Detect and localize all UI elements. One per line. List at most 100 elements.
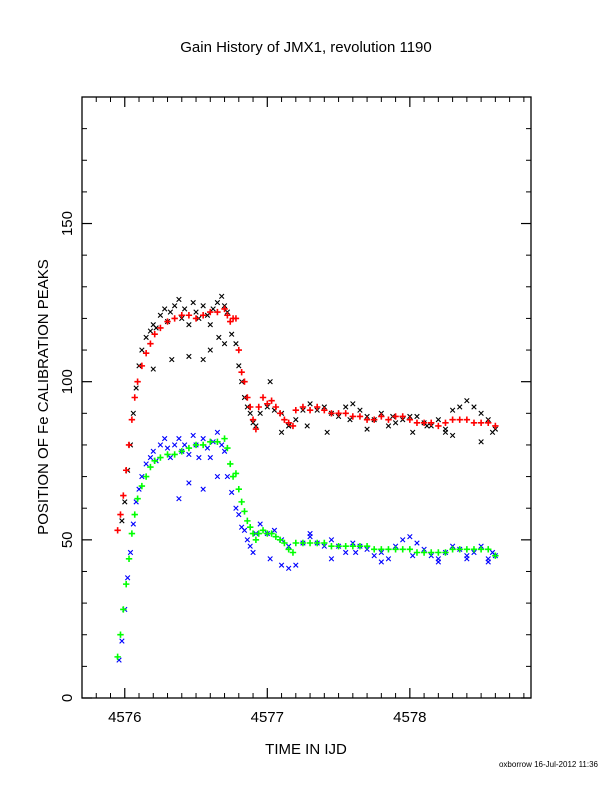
data-point	[456, 546, 463, 553]
data-point	[244, 394, 251, 401]
data-point	[186, 353, 192, 360]
data-point	[122, 467, 130, 474]
data-point	[196, 454, 202, 461]
data-point	[200, 435, 206, 442]
chart-title: Gain History of JMX1, revolution 1190	[180, 39, 432, 56]
data-point	[221, 435, 228, 442]
data-point	[307, 530, 313, 537]
data-point	[151, 457, 158, 464]
series-2	[114, 305, 499, 534]
data-point	[299, 539, 307, 547]
data-point	[420, 419, 428, 427]
data-point	[227, 460, 234, 468]
data-point	[252, 425, 260, 433]
data-point	[114, 653, 121, 661]
data-point	[378, 413, 385, 420]
data-point	[142, 473, 150, 480]
data-point	[216, 334, 222, 341]
data-point	[272, 533, 280, 540]
data-point	[228, 489, 235, 496]
data-point	[117, 631, 124, 638]
data-point	[161, 435, 168, 442]
data-point	[272, 403, 280, 411]
data-point	[207, 308, 214, 316]
x-tick-label: 4578	[393, 709, 426, 726]
data-point	[428, 419, 435, 427]
data-point	[449, 546, 456, 553]
data-point	[385, 556, 392, 562]
data-point	[185, 312, 193, 319]
data-point	[157, 312, 164, 318]
data-point	[214, 473, 221, 480]
data-point	[410, 552, 416, 559]
data-point	[176, 435, 182, 442]
data-point	[399, 546, 406, 553]
data-point	[352, 549, 359, 556]
data-point	[456, 416, 463, 423]
data-point	[150, 448, 156, 454]
data-point	[257, 521, 263, 527]
data-point	[378, 546, 385, 553]
data-point	[371, 546, 378, 553]
data-point	[477, 546, 485, 553]
data-point	[143, 334, 149, 341]
data-point	[289, 549, 297, 556]
data-point	[207, 347, 213, 353]
data-point	[399, 413, 406, 420]
data-point	[268, 397, 275, 404]
data-point	[150, 366, 156, 372]
data-point	[449, 407, 456, 413]
data-point	[378, 559, 385, 565]
data-point	[435, 416, 442, 423]
data-point	[321, 539, 328, 547]
data-point	[244, 537, 251, 543]
x-axis-label: TIME IN IJD	[265, 741, 347, 758]
data-point	[235, 346, 242, 354]
data-point	[204, 445, 211, 451]
data-point	[186, 480, 192, 486]
data-point	[157, 324, 164, 332]
data-point	[485, 546, 492, 553]
data-point	[285, 565, 292, 571]
data-point	[117, 511, 124, 518]
data-point	[259, 394, 267, 401]
data-point	[328, 410, 335, 417]
data-point	[147, 328, 154, 334]
data-point	[289, 422, 297, 430]
data-point	[400, 537, 406, 543]
data-point	[133, 385, 139, 391]
data-point	[313, 539, 321, 547]
data-point	[457, 404, 463, 410]
data-point	[238, 498, 245, 506]
data-point	[304, 423, 310, 429]
data-point	[356, 413, 364, 420]
data-point	[428, 549, 435, 556]
data-point	[435, 422, 442, 430]
data-point	[257, 410, 263, 417]
data-point	[171, 451, 178, 458]
series-3	[116, 429, 499, 663]
data-point	[470, 546, 478, 553]
data-point	[413, 419, 421, 427]
data-point	[259, 527, 267, 534]
data-point	[127, 549, 134, 556]
data-point	[142, 350, 150, 357]
data-point	[306, 539, 314, 547]
data-point	[364, 426, 370, 432]
data-point	[214, 438, 221, 445]
data-point	[169, 356, 175, 363]
x-axis: 4576 4577 4578	[95, 97, 525, 726]
data-point	[186, 451, 192, 458]
data-point	[299, 403, 307, 411]
data-point	[321, 406, 328, 414]
data-point	[292, 406, 300, 414]
data-point	[335, 542, 342, 550]
data-point	[128, 530, 136, 537]
data-point	[410, 429, 416, 435]
data-point	[199, 441, 207, 449]
data-point	[221, 448, 228, 454]
data-point	[219, 442, 225, 448]
data-point	[324, 429, 330, 435]
footer-credit: oxborrow 16-Jul-2012 11:36	[499, 760, 599, 769]
